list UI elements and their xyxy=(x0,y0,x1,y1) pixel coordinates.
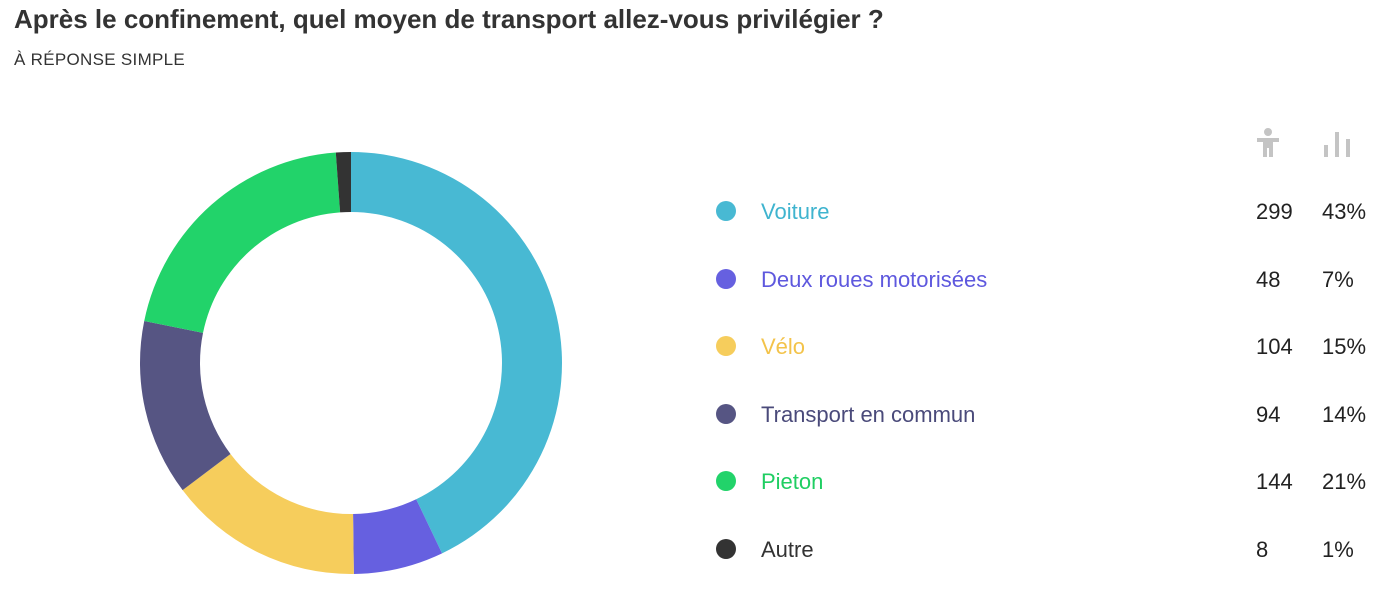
legend-percent: 43% xyxy=(1322,199,1367,224)
legend-percent: 15% xyxy=(1322,334,1367,359)
legend-label: Autre xyxy=(761,536,814,562)
legend-swatch xyxy=(716,538,736,559)
legend-percent: 1% xyxy=(1322,536,1354,562)
legend-label: Deux roues motorisées xyxy=(761,266,988,292)
donut-slice-1 xyxy=(353,499,443,574)
legend-count: 104 xyxy=(1256,334,1293,359)
donut-slice-4 xyxy=(144,152,341,333)
donut-slice-3 xyxy=(140,320,231,491)
person-icon xyxy=(1257,128,1279,157)
legend-swatch xyxy=(716,268,736,289)
legend-item: Vélo 104 15% xyxy=(700,326,1390,366)
legend-label: Voiture xyxy=(761,199,830,224)
donut-slice-2 xyxy=(182,453,354,574)
legend-label: Vélo xyxy=(761,334,806,359)
legend-swatch xyxy=(716,403,736,424)
donut-chart xyxy=(140,152,563,574)
legend-percent: 14% xyxy=(1322,401,1367,427)
legend-percent: 7% xyxy=(1322,266,1354,292)
legend-item: Transport en commun 94 14% xyxy=(700,394,1390,434)
legend-item: Voiture 299 43% xyxy=(700,191,1390,231)
donut-slice-5 xyxy=(335,152,351,213)
legend-swatch xyxy=(716,201,736,221)
legend-count: 299 xyxy=(1256,199,1293,224)
legend-label: Transport en commun xyxy=(761,401,976,427)
legend-swatch xyxy=(716,336,736,356)
legend-item: Deux roues motorisées 48 7% xyxy=(700,259,1390,299)
legend-count: 144 xyxy=(1256,469,1293,494)
legend-count: 94 xyxy=(1256,401,1281,427)
page-title: Après le confinement, quel moyen de tran… xyxy=(14,4,884,34)
legend-count: 8 xyxy=(1256,536,1269,562)
question-type: À RÉPONSE SIMPLE xyxy=(14,50,186,69)
legend-percent: 21% xyxy=(1322,469,1367,494)
legend-item: Autre 8 1% xyxy=(700,529,1390,569)
legend-swatch xyxy=(716,471,736,491)
legend-count: 48 xyxy=(1256,266,1281,292)
donut-slice-0 xyxy=(351,152,563,554)
bar-chart-icon xyxy=(1324,132,1350,157)
legend-item: Pieton 144 21% xyxy=(700,461,1390,501)
legend-label: Pieton xyxy=(761,469,824,494)
